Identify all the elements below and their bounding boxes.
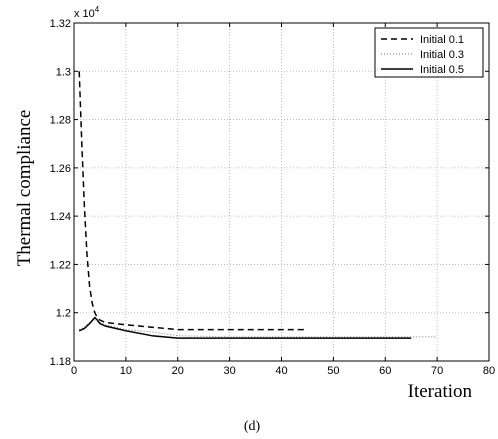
y-tick-label: 1.2 [56,308,71,320]
x-tick-label: 20 [172,365,184,377]
series-line-initial-0-3 [78,319,438,338]
y-tick-label: 1.28 [50,115,71,127]
y-multiplier-label: x 104 [74,5,100,20]
grid-layer [74,23,489,361]
x-tick-label: 10 [120,365,132,377]
legend-label-initial-0-1: Initial 0.1 [420,34,464,46]
legend-label-initial-0-3: Initial 0.3 [420,49,464,61]
x-tick-label: 40 [275,365,287,377]
x-tick-label: 80 [483,365,495,377]
x-axis-title: Iteration [408,381,473,402]
y-tick-label: 1.18 [50,356,71,368]
y-multiplier-exponent: 4 [95,5,100,14]
y-tick-label: 1.22 [50,259,71,271]
legend-label-initial-0-5: Initial 0.5 [420,64,464,76]
series-line-initial-0-1 [78,71,308,331]
y-tick-label: 1.32 [50,18,71,30]
x-tick-label: 0 [71,365,77,377]
x-tick-label: 50 [327,365,339,377]
figure-caption: (d) [244,419,261,434]
tick-layer: 0 10 20 30 40 50 60 70 80 1.18 1.2 1.22 1.24 1.26 1.28… [50,18,496,377]
x-tick-label: 30 [224,365,236,377]
y-tick-label: 1.24 [50,211,71,223]
legend: Initial 0.1 Initial 0.3 Initial 0.5 [374,27,484,78]
x-tick-label: 60 [379,365,391,377]
y-axis-title: Thermal compliance [14,110,35,267]
x-tick-label: 70 [431,365,443,377]
y-tick-label: 1.26 [50,163,71,175]
y-tick-label: 1.3 [56,66,71,78]
series-layer [78,71,438,339]
series-line-initial-0-5 [78,316,412,339]
y-multiplier-base: x 10 [74,8,95,20]
